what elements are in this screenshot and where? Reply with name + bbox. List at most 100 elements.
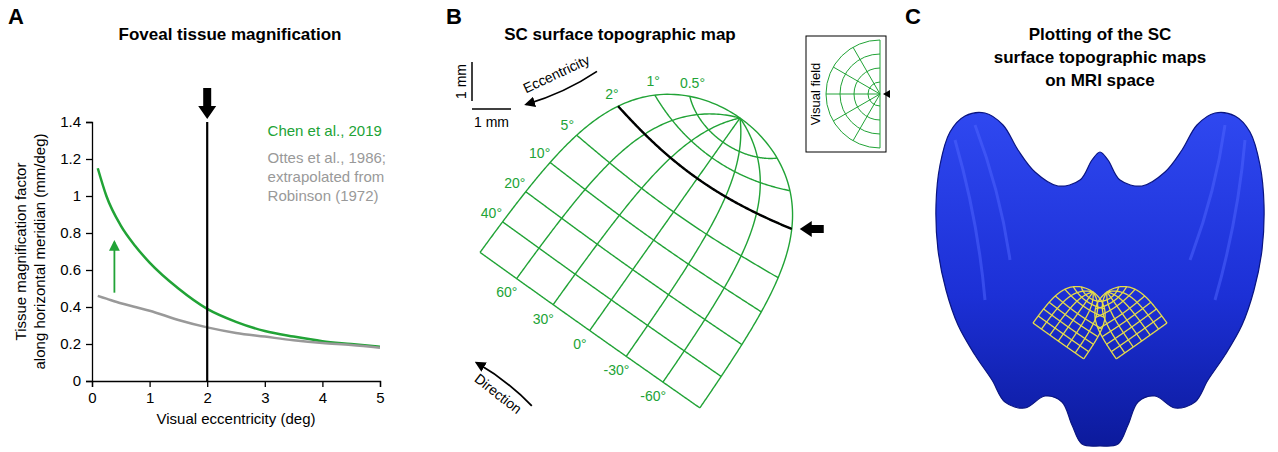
direction-line [626,118,741,356]
text-line: 20° [504,175,525,191]
panel-letter: B [446,4,462,29]
legend-entry: Chen et al., 2019 [268,122,382,139]
text-line: C [905,4,921,29]
direction-label: -60° [640,388,666,404]
y-axis: 0 0.2 0.4 0.6 0.8 1 1.2 1.4 [60,113,92,389]
direction-line [1041,291,1093,329]
y-tick-mark [86,233,92,234]
text-line: 0.5° [680,75,705,91]
panel-title: SC surface topographic map [504,25,735,44]
text-line: -30° [604,362,630,378]
text-line: Visual field [808,63,823,126]
inset-arc [826,40,880,148]
y-tick-label: 1.2 [60,150,81,167]
y-tick-mark [86,196,92,197]
y-tick: 1 [73,187,92,204]
x-tick-mark [265,381,266,387]
figure: A B C Foveal tissue magnification 0 1 2 3 4 5 0 0.2… [0,0,1278,452]
direction-edge [1107,287,1167,323]
inset-label: Visual field [808,63,823,126]
eccentricity-axis-label: Eccentricity [520,51,592,96]
y-tick-label: 0.2 [60,335,81,352]
legend-entry: Ottes et al., 1986;extrapolated fromRobi… [268,149,386,204]
x-tick: 1 [146,381,154,406]
direction-edge [1095,292,1116,359]
chart-title: Foveal tissue magnification [119,25,342,44]
y-tick: 0.6 [60,261,92,278]
panel-a: Foveal tissue magnification 0 1 2 3 4 5 0 0.2 0.4… [12,25,386,427]
y-tick: 1.4 [60,113,92,130]
eccentricity-label: 10° [529,145,550,161]
eccentricity-label: 0.5° [680,75,705,91]
direction-label: 60° [496,284,517,300]
text-line: 30° [533,311,554,327]
eccentricity-label: 5° [561,117,574,133]
reference-line [206,122,208,381]
panel-title: Plotting of the SCsurface topographic ma… [994,25,1207,90]
x-tick: 3 [261,381,269,406]
direction-line [1107,292,1133,347]
direction-edge [1084,292,1105,359]
x-tick: 2 [204,381,212,406]
text-line: Foveal tissue magnification [119,25,342,44]
x-tick-mark [380,381,381,387]
text-line: 0° [573,336,586,352]
series-line [98,168,380,347]
text-line: Tissue magnification factor [12,163,29,341]
scale-bar-horizontal [472,108,511,110]
reference-arrow [198,88,216,119]
x-tick: 0 [88,381,96,406]
y-tick: 1.2 [60,150,92,167]
x-axis-line [93,382,381,388]
mri-texture [955,140,985,300]
series-line [98,296,380,348]
text-line: 1 mm [453,64,469,99]
direction-label: 0° [573,336,586,352]
x-tick-label: 5 [376,389,384,406]
y-tick-label: 0 [73,372,81,389]
direction-edge [700,118,793,408]
inset-radial [833,67,880,94]
x-tick: 5 [376,381,384,406]
text-line: Ottes et al., 1986; [268,149,386,166]
eccentricity-label: 40° [481,205,502,221]
x-axis-title: Visual eccentricity (deg) [157,410,316,427]
scale-bar-label: 1 mm [474,114,509,130]
y-tick-mark [86,381,92,382]
x-tick-mark [322,381,323,387]
y-tick-label: 0.4 [60,298,81,315]
direction-line [553,118,740,305]
text-line: Plotting of the SC [1029,25,1172,44]
x-axis: 0 1 2 3 4 5 [88,381,384,406]
inset-radial [833,94,880,121]
text-line: Robinson (1972) [268,187,379,204]
y-tick-mark [86,159,92,160]
y-tick-label: 1 [73,187,81,204]
y-tick-label: 0.6 [60,261,81,278]
y-tick: 0 [73,372,92,389]
text-line: SC surface topographic map [504,25,735,44]
text-line: 10° [529,145,550,161]
text-line: 60° [496,284,517,300]
direction-edge [480,94,740,252]
text-line: on MRI space [1045,71,1155,90]
text-line: 1° [646,73,659,89]
text-line: A [8,4,24,29]
inset-radial [853,94,880,141]
mri-brainstem [936,112,1264,446]
eccentricity-indicator: Eccentricity [517,51,599,108]
legend: Chen et al., 2019 Ottes et al., 1986;extr… [268,122,386,204]
x-tick: 4 [319,381,327,406]
inset-radial [853,47,880,94]
inset-frame [806,36,886,152]
mri-texture [1190,125,1225,260]
text-line: B [446,4,462,29]
x-tick-mark [207,381,208,387]
eccentricity-label: 2° [605,86,618,102]
shift-arrow [114,242,116,292]
direction-edge [1033,287,1093,323]
y-tick: 0.8 [60,224,92,241]
text-line: 2° [605,86,618,102]
direction-line [517,114,740,279]
direction-label: 30° [533,311,554,327]
